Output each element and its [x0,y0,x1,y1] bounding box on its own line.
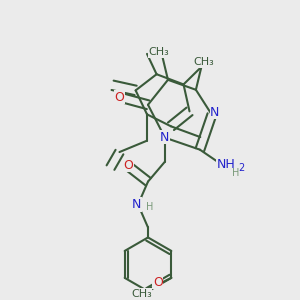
Text: N: N [132,198,141,211]
Text: N: N [160,130,169,144]
Text: H: H [146,202,153,212]
Text: O: O [153,276,163,289]
Text: N: N [210,106,220,119]
Text: O: O [124,159,134,172]
Text: CH₃: CH₃ [148,47,170,58]
Text: CH₃: CH₃ [131,289,152,299]
Text: NH: NH [217,158,236,171]
Text: H: H [232,168,240,178]
Text: CH₃: CH₃ [193,58,214,68]
Text: O: O [114,91,124,104]
Text: 2: 2 [238,163,244,172]
